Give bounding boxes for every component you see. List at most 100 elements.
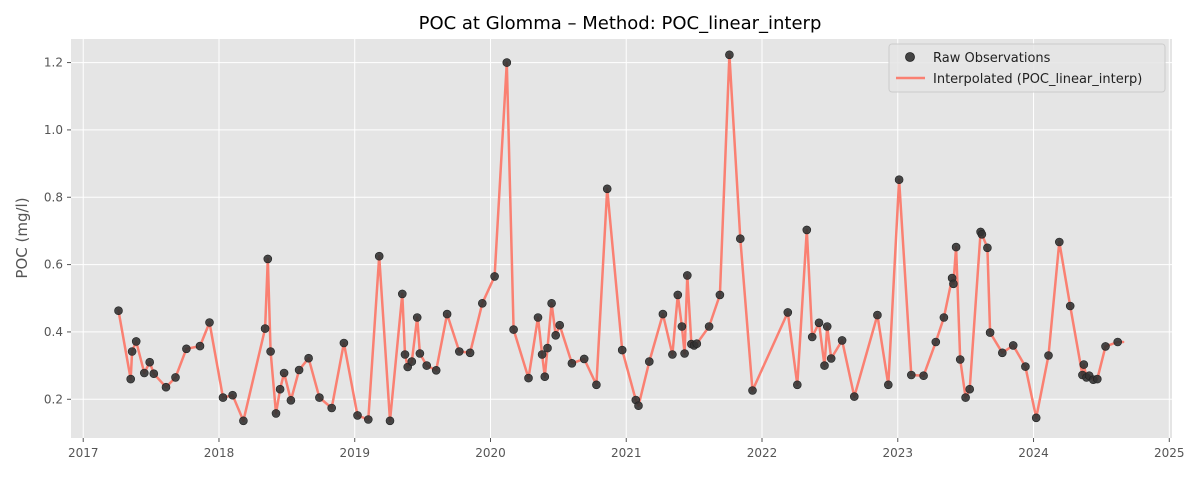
y-tick-label: 1.0 [44, 123, 63, 137]
data-point [315, 393, 324, 402]
data-point [579, 354, 589, 364]
data-point [997, 348, 1007, 358]
chart-title: POC at Glomma – Method: POC_linear_inter… [419, 13, 822, 34]
data-point [1031, 413, 1041, 423]
x-tick-label: 2020 [475, 446, 506, 460]
legend-label-raw: Raw Observations [933, 51, 1051, 66]
data-point [704, 322, 714, 331]
data-point [814, 318, 824, 328]
data-point [939, 313, 949, 322]
data-point [837, 336, 847, 345]
data-point [658, 309, 668, 319]
data-point [543, 343, 552, 353]
data-point [205, 318, 214, 327]
y-tick-label: 0.6 [44, 258, 63, 272]
data-point [126, 374, 135, 384]
data-point [422, 361, 432, 370]
data-point [442, 309, 452, 319]
legend-marker-raw [905, 52, 915, 62]
data-point [985, 328, 995, 337]
points-layer [114, 50, 1122, 426]
y-tick-label: 0.4 [44, 325, 63, 339]
data-point [802, 225, 812, 235]
x-tick-label: 2025 [1154, 446, 1185, 460]
data-point [537, 350, 547, 359]
data-point [509, 325, 518, 334]
data-point [826, 354, 836, 363]
data-point [677, 322, 687, 331]
data-point [668, 350, 677, 359]
data-point [145, 357, 154, 367]
x-tick-label: 2019 [339, 446, 370, 460]
data-point [294, 365, 304, 375]
data-point [592, 380, 601, 390]
grid [71, 39, 1172, 438]
data-point [949, 279, 958, 289]
data-point [407, 357, 417, 366]
data-point [114, 306, 123, 316]
data-point [397, 289, 407, 299]
data-point [263, 254, 273, 264]
x-tick-label: 2021 [611, 446, 642, 460]
data-point [140, 368, 149, 378]
data-point [725, 50, 734, 60]
data-point [1021, 362, 1030, 371]
data-point [454, 347, 464, 356]
y-axis-title: POC (mg/l) [13, 197, 31, 278]
data-point [748, 386, 757, 395]
data-point [400, 350, 410, 359]
data-point [1093, 374, 1102, 384]
data-point [171, 373, 180, 382]
data-point [680, 349, 689, 358]
data-point [374, 251, 384, 261]
data-point [353, 411, 362, 420]
y-tick-label: 0.2 [44, 392, 63, 406]
data-point [634, 401, 643, 411]
data-point [415, 349, 425, 358]
legend: Raw Observations Interpolated (POC_linea… [888, 43, 1166, 93]
data-point [304, 353, 313, 363]
data-point [822, 322, 832, 331]
data-point [477, 298, 487, 308]
data-point [266, 347, 275, 356]
data-point [275, 384, 285, 394]
data-point [807, 332, 817, 342]
data-point [502, 58, 512, 67]
data-point [228, 390, 237, 400]
data-point [1065, 301, 1075, 311]
data-point [533, 313, 543, 322]
data-point [412, 313, 422, 322]
data-point [644, 357, 654, 366]
data-point [792, 380, 802, 390]
legend-label-interp: Interpolated (POC_linear_interp) [933, 72, 1142, 87]
data-point [906, 370, 916, 380]
data-point [182, 344, 191, 354]
data-point [127, 347, 137, 356]
data-point [385, 416, 395, 426]
data-point [1008, 341, 1018, 350]
data-point [673, 290, 683, 300]
data-point [955, 355, 965, 364]
data-point [919, 371, 928, 381]
data-point [682, 271, 692, 280]
data-point [1055, 237, 1064, 247]
data-point [465, 348, 475, 358]
x-tick-label: 2023 [882, 446, 913, 460]
data-point [849, 392, 859, 401]
data-point [260, 324, 270, 333]
data-point [983, 243, 992, 253]
data-point [617, 345, 627, 355]
x-tick-label: 2022 [747, 446, 778, 460]
data-point [873, 310, 882, 320]
data-point [547, 298, 556, 308]
data-point [279, 368, 289, 378]
data-point [555, 320, 565, 330]
data-point [602, 184, 612, 194]
data-point [783, 308, 793, 317]
data-point [551, 330, 561, 340]
data-point [965, 384, 975, 394]
y-tick-label: 0.8 [44, 190, 63, 204]
data-point [820, 361, 829, 370]
data-point [524, 373, 533, 383]
